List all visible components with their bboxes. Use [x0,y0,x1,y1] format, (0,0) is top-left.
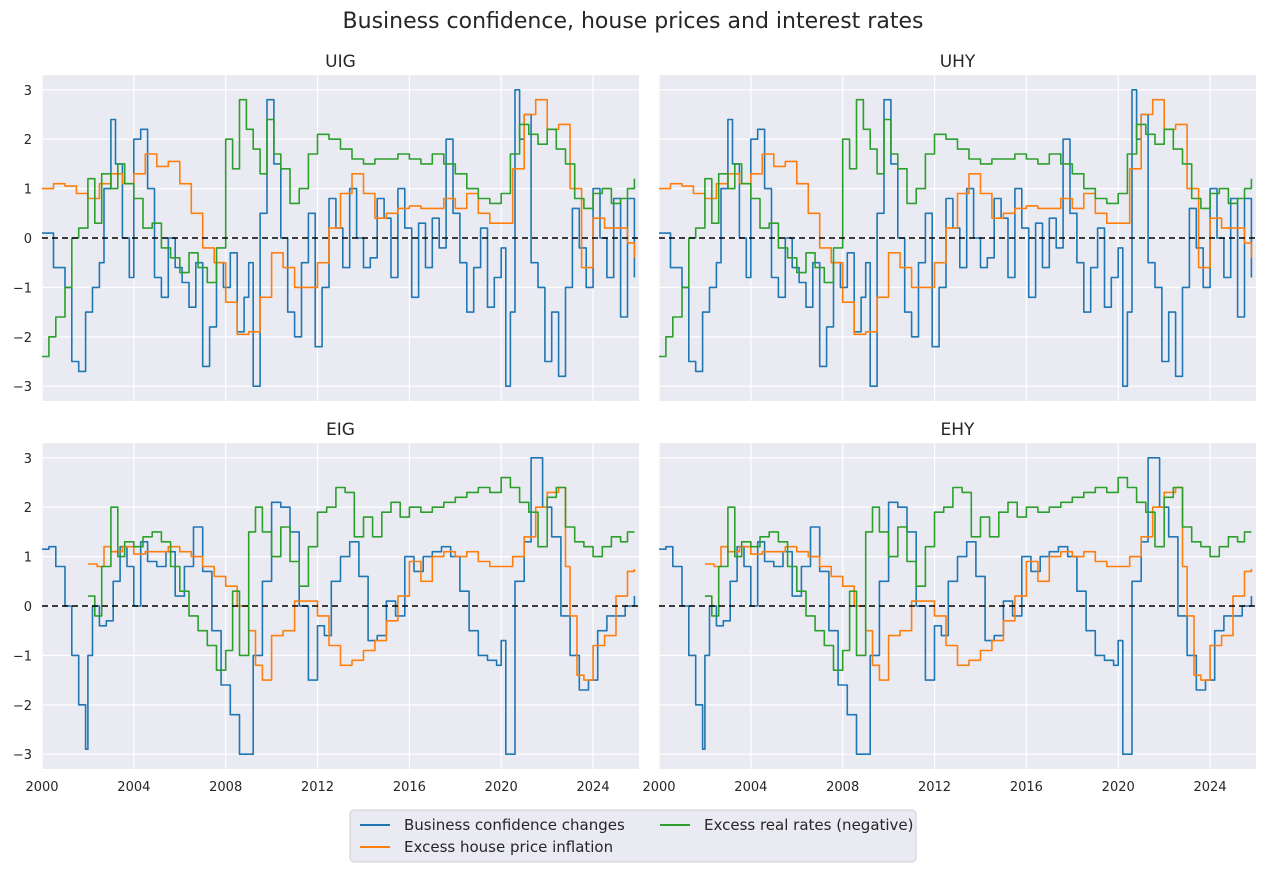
series-line-rates [659,98,1253,358]
series-line-business [659,89,1253,387]
y-tick-label: −2 [13,331,32,346]
y-tick-label: 1 [24,551,32,566]
legend-box [349,809,917,863]
x-tick-label: 2004 [117,780,150,795]
series-line-rates [42,98,636,358]
x-tick-label: 2016 [1010,780,1043,795]
y-tick-label: −2 [13,699,32,714]
y-tick-label: 2 [24,133,32,148]
legend: Business confidence changes Excess house … [349,809,917,863]
panel-title: EIG [326,420,355,440]
y-tick-label: −1 [13,649,32,664]
y-tick-label: 0 [24,232,32,247]
y-tick-label: 1 [24,183,32,198]
x-tick-label: 2024 [577,780,610,795]
x-tick-label: 2008 [826,780,859,795]
x-tick-label: 2012 [301,780,334,795]
series-line-house [42,98,636,336]
series-line-house [659,98,1253,336]
series-line-business [659,457,1253,755]
chart-title: Business confidence, house prices and in… [343,9,924,34]
legend-label: Excess house price inflation [404,838,613,856]
series-group [659,457,1253,755]
x-tick-label: 2020 [1102,780,1135,795]
y-tick-label: 3 [24,84,32,99]
series-line-business [42,457,636,755]
y-tick-label: −1 [13,281,32,296]
series-line-rates [704,476,1252,671]
series-line-business [42,89,636,387]
y-tick-label: −3 [13,748,32,763]
series-line-rates [87,476,635,671]
x-tick-label: 2016 [393,780,426,795]
panel-title: UIG [325,52,356,72]
legend-item-rates: Excess real rates (negative) [660,816,914,834]
series-group [42,89,636,387]
y-tick-label: −3 [13,380,32,395]
y-tick-label: 3 [24,452,32,467]
panel-ehy: EHY 2000 2004 2008 2012 2016 2020 2024 [642,420,1256,795]
panel-uig: UIG −3 −2 −1 0 1 2 3 [13,52,639,401]
x-tick-label: 2024 [1194,780,1227,795]
x-tick-label: 2008 [209,780,242,795]
legend-item-house: Excess house price inflation [360,838,613,856]
legend-item-business: Business confidence changes [360,816,625,834]
y-tick-label: 0 [24,600,32,615]
legend-label: Business confidence changes [404,816,625,834]
panel-title: UHY [940,52,976,72]
series-group [42,457,636,755]
panels: UIG −3 −2 −1 0 1 2 3 UHY EIG −3 −2 −1 0 1 2 3 2000 2004 200… [13,52,1256,795]
x-tick-label: 2020 [485,780,518,795]
panel-eig: EIG −3 −2 −1 0 1 2 3 2000 2004 2008 2012 2016 2020 202… [13,420,639,795]
y-tick-label: 2 [24,501,32,516]
x-tick-label: 2000 [642,780,675,795]
x-tick-label: 2000 [25,780,58,795]
panel-title: EHY [941,420,976,440]
panel-uhy: UHY [658,52,1256,401]
x-tick-label: 2012 [918,780,951,795]
legend-label: Excess real rates (negative) [704,816,914,834]
series-group [659,89,1253,387]
x-tick-label: 2004 [734,780,767,795]
